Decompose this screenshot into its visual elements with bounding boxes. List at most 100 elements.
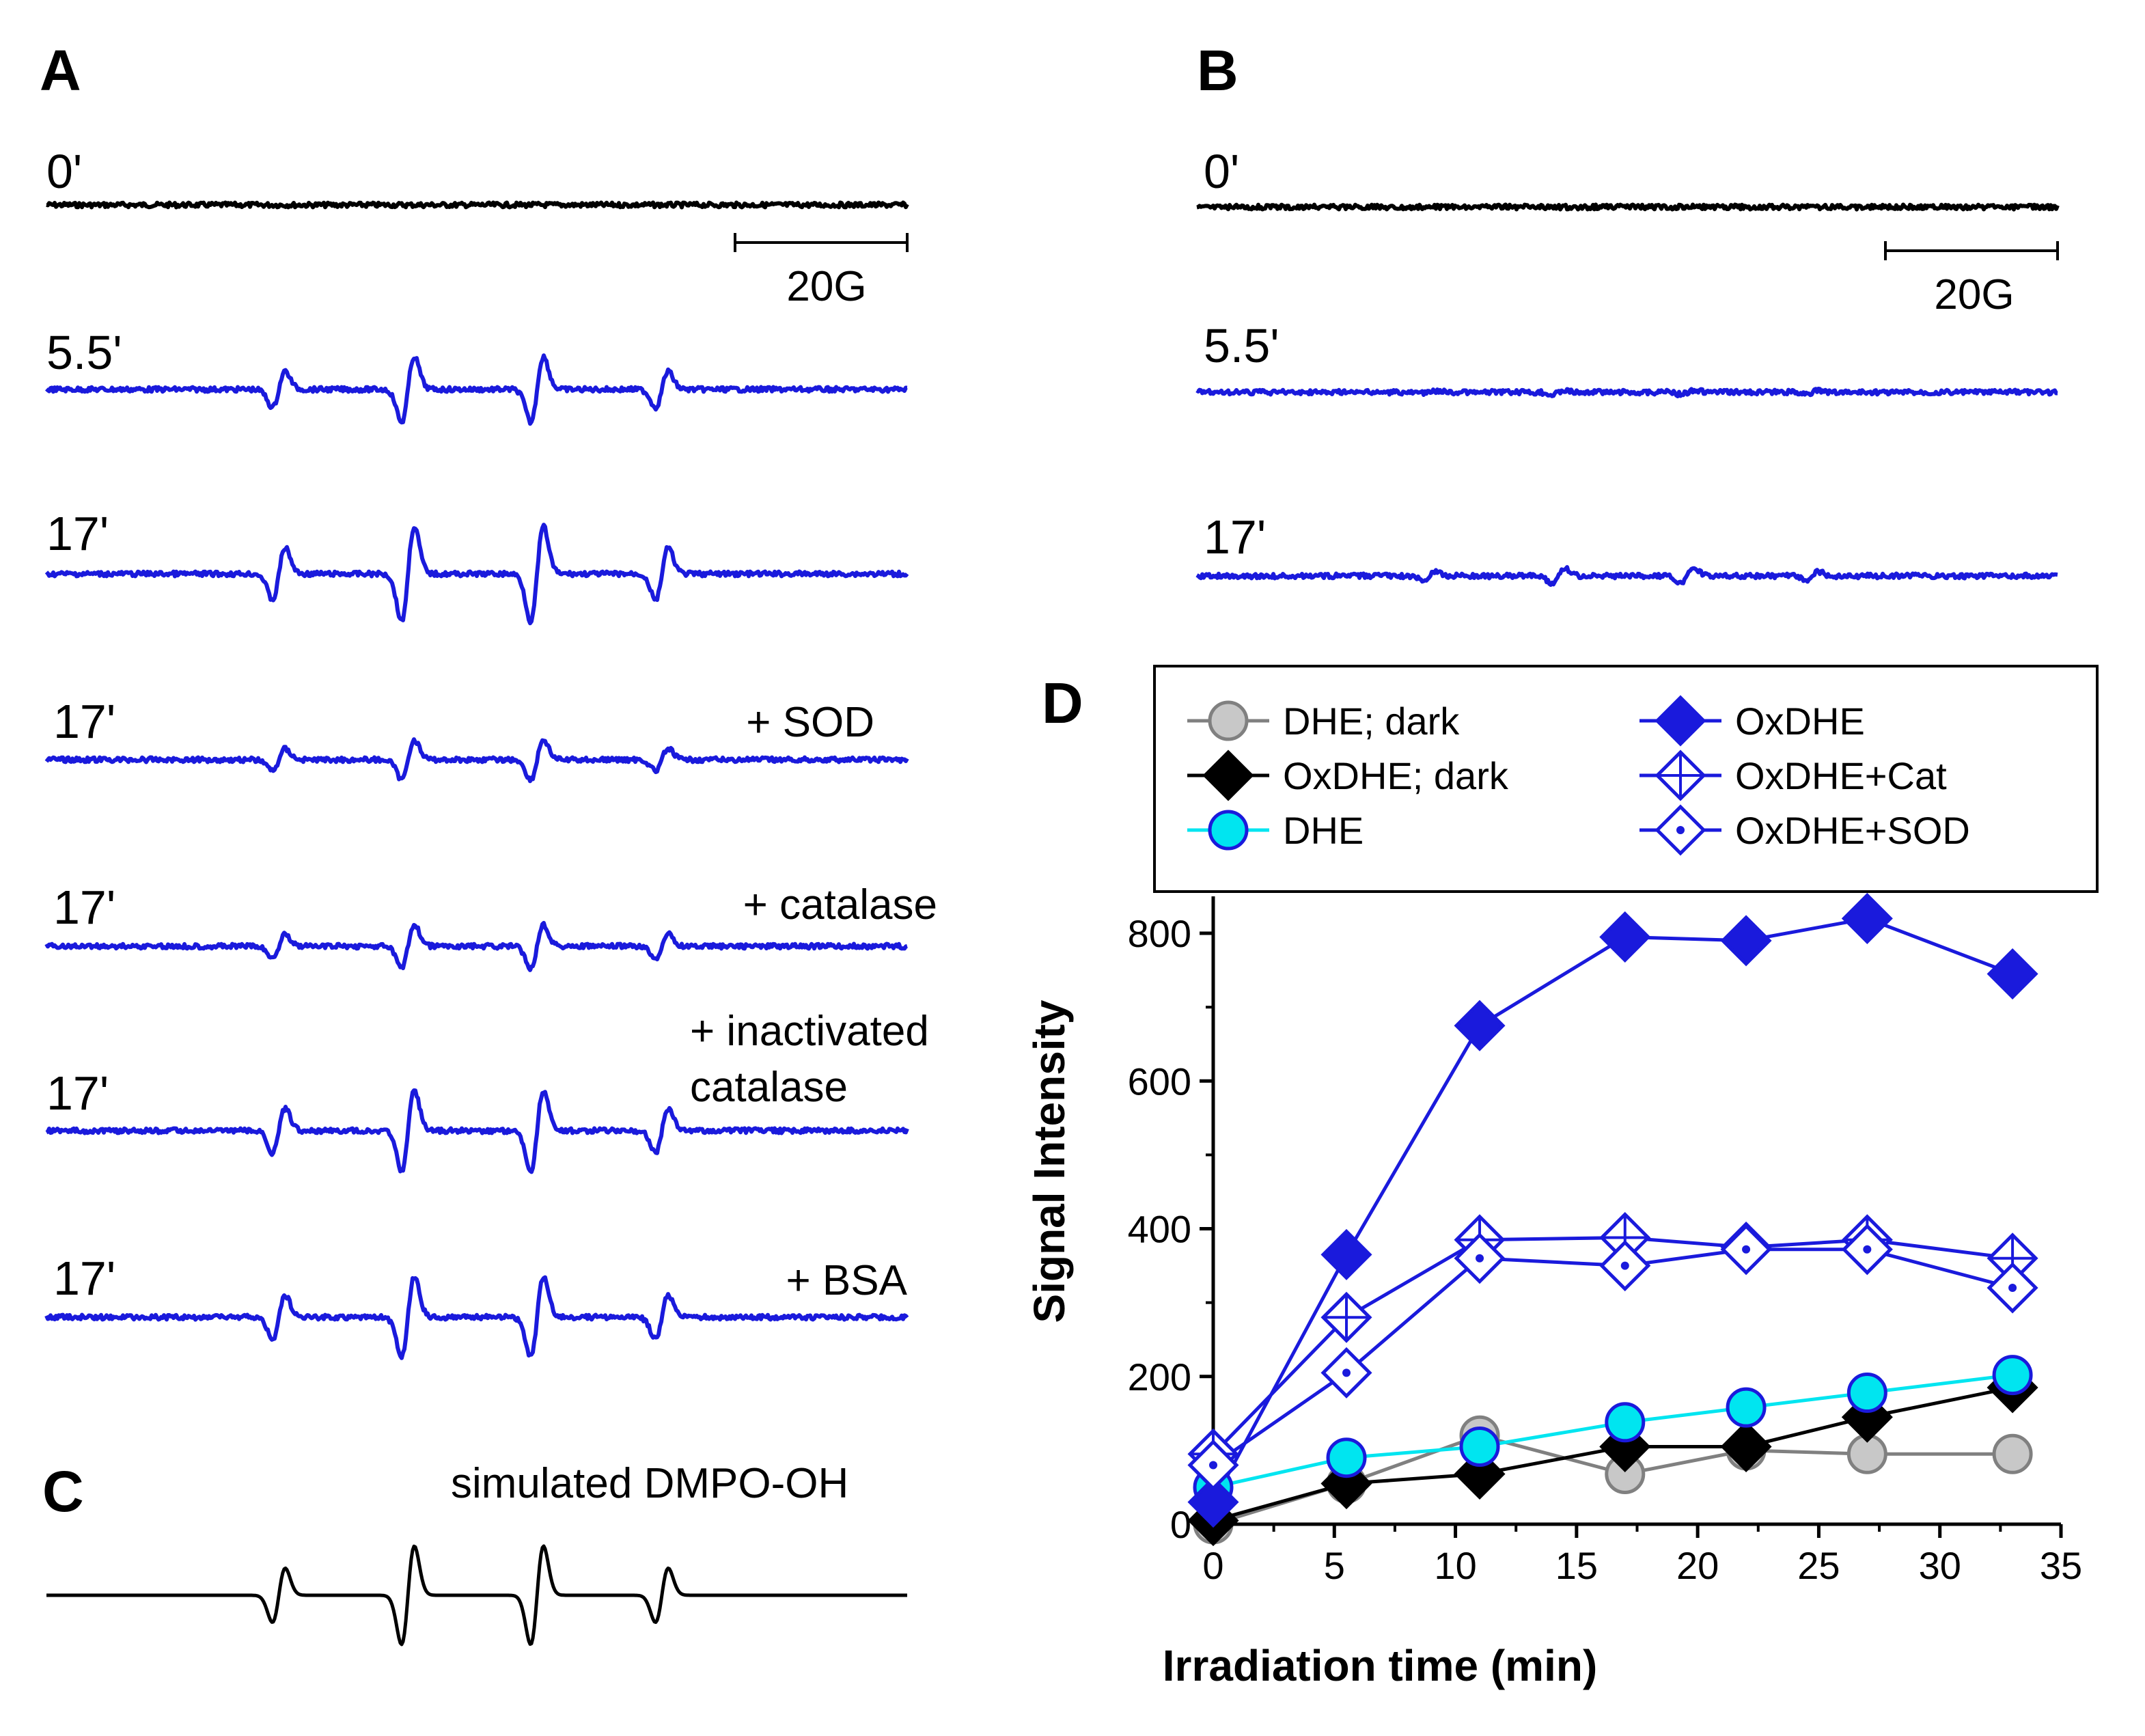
marker-cross xyxy=(1657,752,1704,799)
legend-label: OxDHE xyxy=(1735,700,1865,743)
legend-marker xyxy=(1208,700,1249,741)
panel-d-chart: 0 5 10 15 20 25 30 35 0 200 400 600 800 Irradiation … xyxy=(1025,665,2099,1690)
data-point xyxy=(1599,911,1651,963)
inactivated-catalase-note: + inactivated catalase xyxy=(690,1008,941,1111)
marker-dot xyxy=(2008,1284,2017,1293)
data-point xyxy=(1841,1224,1893,1276)
marker-shape xyxy=(1992,1433,2033,1474)
panel-c-label: C xyxy=(42,1459,84,1524)
marker-dot xyxy=(1342,1368,1351,1377)
scale-bar-b-label: 20G xyxy=(1934,271,2014,318)
data-point xyxy=(1720,1420,1772,1473)
data-point xyxy=(1987,948,2038,1000)
legend: DHE; dark OxDHE; dark DHE OxDHE OxDHE+Cat OxD… xyxy=(1187,695,1970,856)
legend-marker xyxy=(1202,749,1254,801)
marker-dot xyxy=(1209,1461,1217,1470)
marker-shape xyxy=(1459,1426,1500,1467)
epr-trace-a xyxy=(45,1088,909,1174)
legend-label: OxDHE+Cat xyxy=(1735,754,1947,797)
marker-shape xyxy=(1726,1387,1767,1428)
x-tick-label: 10 xyxy=(1434,1544,1476,1587)
a-trace-time-label: 17' xyxy=(46,507,109,560)
legend-marker xyxy=(1655,749,1706,801)
data-point xyxy=(1720,915,1772,967)
marker-shape xyxy=(1720,1420,1772,1473)
x-tick-label: 35 xyxy=(2040,1544,2082,1587)
marker-dot xyxy=(1676,826,1685,834)
data-point xyxy=(1320,1291,1372,1343)
marker-shape xyxy=(1320,1228,1372,1280)
panel-b-label: B xyxy=(1197,38,1238,102)
legend-item: OxDHE+SOD xyxy=(1639,804,1970,856)
data-point xyxy=(1992,1355,2033,1396)
marker-shape xyxy=(1720,915,1772,967)
a-trace-time-label: 17' xyxy=(53,695,115,748)
data-point xyxy=(1605,1402,1646,1443)
legend-label: DHE; dark xyxy=(1283,700,1460,743)
epr-trace-a xyxy=(44,737,909,784)
marker-cross xyxy=(1323,1294,1370,1341)
data-point xyxy=(1187,1439,1239,1491)
data-point xyxy=(1720,1224,1772,1276)
scale-bar-a xyxy=(734,233,909,252)
legend-box xyxy=(1153,665,2099,893)
y-tick-label: 600 xyxy=(1128,1060,1191,1103)
x-axis-label: Irradiation time (min) xyxy=(1163,1641,1598,1690)
epr-trace-b xyxy=(1195,565,2058,587)
x-tick-label: 0 xyxy=(1202,1544,1223,1587)
data-point xyxy=(1841,892,1893,944)
epr-trace-a xyxy=(44,353,908,426)
a-trace-time-label: 17' xyxy=(53,1252,115,1305)
simulated-title: simulated DMPO-OH xyxy=(451,1460,848,1507)
data-point xyxy=(1454,1000,1506,1051)
x-tick-label: 30 xyxy=(1919,1544,1961,1587)
b-trace-time-label: 0' xyxy=(1204,145,1239,198)
sod-note: + SOD xyxy=(746,699,874,746)
marker-dot xyxy=(1863,1245,1872,1254)
legend-item: OxDHE+Cat xyxy=(1639,749,1947,801)
data-point xyxy=(1320,1228,1372,1280)
a-trace-time-label: 17' xyxy=(53,881,115,934)
data-point xyxy=(1459,1426,1500,1467)
y-axis-label: Signal Intensity xyxy=(1025,1000,1074,1323)
panel-d-label: D xyxy=(1042,671,1083,735)
scale-bar-b xyxy=(1884,241,2059,260)
y-tick-label: 0 xyxy=(1170,1503,1191,1546)
marker-shape xyxy=(1187,1476,1239,1528)
data-point xyxy=(1320,1347,1372,1399)
marker-dot xyxy=(1476,1254,1484,1263)
y-tick-label: 800 xyxy=(1128,912,1191,955)
marker-shape xyxy=(1846,1373,1887,1414)
panel-a-label: A xyxy=(40,38,81,102)
simulated-epr-trace xyxy=(46,1544,908,1647)
epr-trace-b xyxy=(1195,387,2058,398)
marker-dot xyxy=(1742,1245,1751,1254)
marker-shape xyxy=(1987,948,2038,1000)
marker-shape xyxy=(1326,1437,1367,1478)
x-tick-label: 5 xyxy=(1324,1544,1345,1587)
b-trace-time-label: 17' xyxy=(1204,510,1266,564)
y-tick-label: 200 xyxy=(1128,1355,1191,1399)
inactivated-catalase-note-line: + inactivated xyxy=(690,1008,929,1055)
legend-marker xyxy=(1655,804,1706,856)
legend-item: OxDHE; dark xyxy=(1187,749,1509,801)
legend-marker xyxy=(1208,810,1249,851)
x-tick-label: 25 xyxy=(1797,1544,1840,1587)
marker-shape xyxy=(1202,749,1254,801)
marker-dot xyxy=(1620,1261,1629,1270)
data-point xyxy=(1599,1240,1651,1292)
marker-shape xyxy=(1208,700,1249,741)
marker-shape xyxy=(1208,810,1249,851)
data-point xyxy=(1187,1476,1239,1528)
x-tick-label: 20 xyxy=(1676,1544,1719,1587)
marker-shape xyxy=(1599,911,1651,963)
data-point xyxy=(1846,1373,1887,1414)
epr-trace-a xyxy=(44,1275,909,1360)
y-tick-label: 400 xyxy=(1128,1208,1191,1251)
legend-item: DHE xyxy=(1187,809,1364,852)
data-point xyxy=(1726,1387,1767,1428)
data-point xyxy=(1992,1433,2033,1474)
scale-bar-a-label: 20G xyxy=(786,263,866,310)
marker-shape xyxy=(1655,695,1706,747)
epr-trace-b xyxy=(1196,202,2060,212)
